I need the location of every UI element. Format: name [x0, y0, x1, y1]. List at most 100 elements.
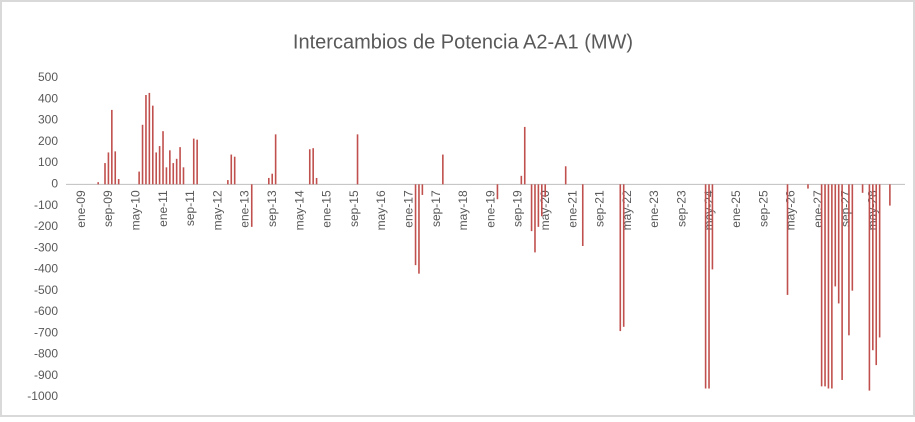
bar	[97, 182, 99, 185]
bar	[192, 138, 195, 185]
y-tick-label: -500	[34, 283, 58, 297]
y-tick-label: 100	[38, 155, 58, 169]
x-tick-label: ene-25	[729, 190, 743, 228]
x-tick-label: may-14	[292, 190, 306, 230]
bar	[851, 184, 854, 291]
bar	[541, 184, 543, 217]
bar	[315, 177, 318, 185]
bar	[496, 184, 499, 200]
bar	[175, 158, 178, 185]
bar	[196, 139, 198, 185]
y-tick-label: -1000	[27, 389, 58, 403]
y-tick-label: -400	[34, 262, 58, 276]
chart-title: Intercambios de Potencia A2-A1 (MW)	[293, 31, 633, 53]
bar	[117, 179, 120, 185]
bar	[141, 124, 144, 185]
y-tick-label: -800	[34, 347, 58, 361]
bar	[418, 184, 420, 274]
x-tick-label: may-10	[128, 190, 142, 230]
x-tick-label: ene-19	[483, 190, 497, 228]
x-tick-label: ene-27	[811, 190, 825, 228]
x-tick-label: sep-23	[674, 190, 688, 227]
y-tick-label: 400	[38, 91, 58, 105]
bar	[841, 184, 843, 380]
bar	[889, 184, 891, 206]
bar	[831, 184, 833, 389]
bar	[158, 146, 161, 185]
bar	[114, 151, 117, 185]
x-tick-label: ene-17	[401, 190, 415, 228]
bar	[442, 154, 444, 185]
x-tick-label: ene-23	[647, 190, 661, 228]
bar	[875, 184, 878, 366]
x-tick-label: sep-13	[265, 190, 279, 227]
bar	[356, 134, 359, 185]
y-tick-label: -900	[34, 368, 58, 382]
bar	[786, 184, 789, 295]
bar	[104, 163, 106, 185]
bar	[107, 152, 110, 185]
x-tick-label: sep-25	[756, 190, 770, 227]
y-tick-label: -100	[34, 198, 58, 212]
y-tick-label: 500	[38, 70, 58, 84]
x-tick-label: may-26	[784, 190, 798, 230]
y-tick-label: -200	[34, 219, 58, 233]
bar	[861, 184, 864, 193]
y-tick-label: 0	[51, 177, 58, 191]
x-tick-label: ene-11	[156, 190, 170, 227]
x-tick-label: sep-17	[429, 190, 443, 227]
bar	[230, 154, 233, 185]
y-tick-label: -600	[34, 304, 58, 318]
bar	[155, 152, 157, 185]
x-tick-label: ene-21	[565, 190, 579, 228]
bar	[837, 184, 840, 304]
y-tick-label: -700	[34, 325, 58, 339]
bar	[138, 171, 140, 185]
x-tick-label: sep-09	[101, 190, 115, 227]
x-tick-label: sep-19	[511, 190, 525, 227]
bar	[824, 184, 826, 387]
x-tick-label: sep-21	[593, 190, 607, 227]
bar	[622, 184, 625, 327]
bar	[151, 105, 154, 185]
bar	[250, 184, 253, 227]
bar	[534, 184, 536, 253]
x-tick-label: may-16	[374, 190, 388, 230]
bar	[308, 149, 311, 185]
bar	[172, 163, 175, 185]
bar	[544, 184, 547, 198]
bar	[165, 167, 168, 185]
bar	[807, 184, 809, 189]
x-tick-label: sep-15	[347, 190, 361, 227]
bar	[878, 184, 881, 338]
bar	[872, 184, 874, 351]
bar	[520, 175, 523, 185]
bar	[227, 180, 229, 185]
bar	[581, 184, 584, 247]
x-tick-label: may-22	[620, 190, 634, 230]
bar	[169, 150, 171, 185]
x-tick-label: may-18	[456, 190, 470, 230]
bar	[868, 184, 871, 391]
bar	[704, 184, 707, 389]
bar	[537, 184, 540, 227]
bar	[848, 184, 850, 336]
bar	[145, 95, 147, 185]
bar	[414, 184, 417, 266]
bar	[820, 184, 823, 387]
bar	[827, 184, 830, 389]
bar	[233, 156, 236, 185]
bar	[274, 134, 277, 185]
bar	[834, 184, 837, 287]
bar	[708, 184, 710, 389]
bar	[182, 167, 185, 185]
bar	[530, 184, 533, 232]
x-tick-label: sep-11	[183, 190, 197, 226]
bar	[564, 166, 567, 185]
bar	[179, 147, 181, 185]
bar	[421, 184, 424, 195]
bar	[523, 126, 526, 185]
y-tick-label: 200	[38, 134, 58, 148]
